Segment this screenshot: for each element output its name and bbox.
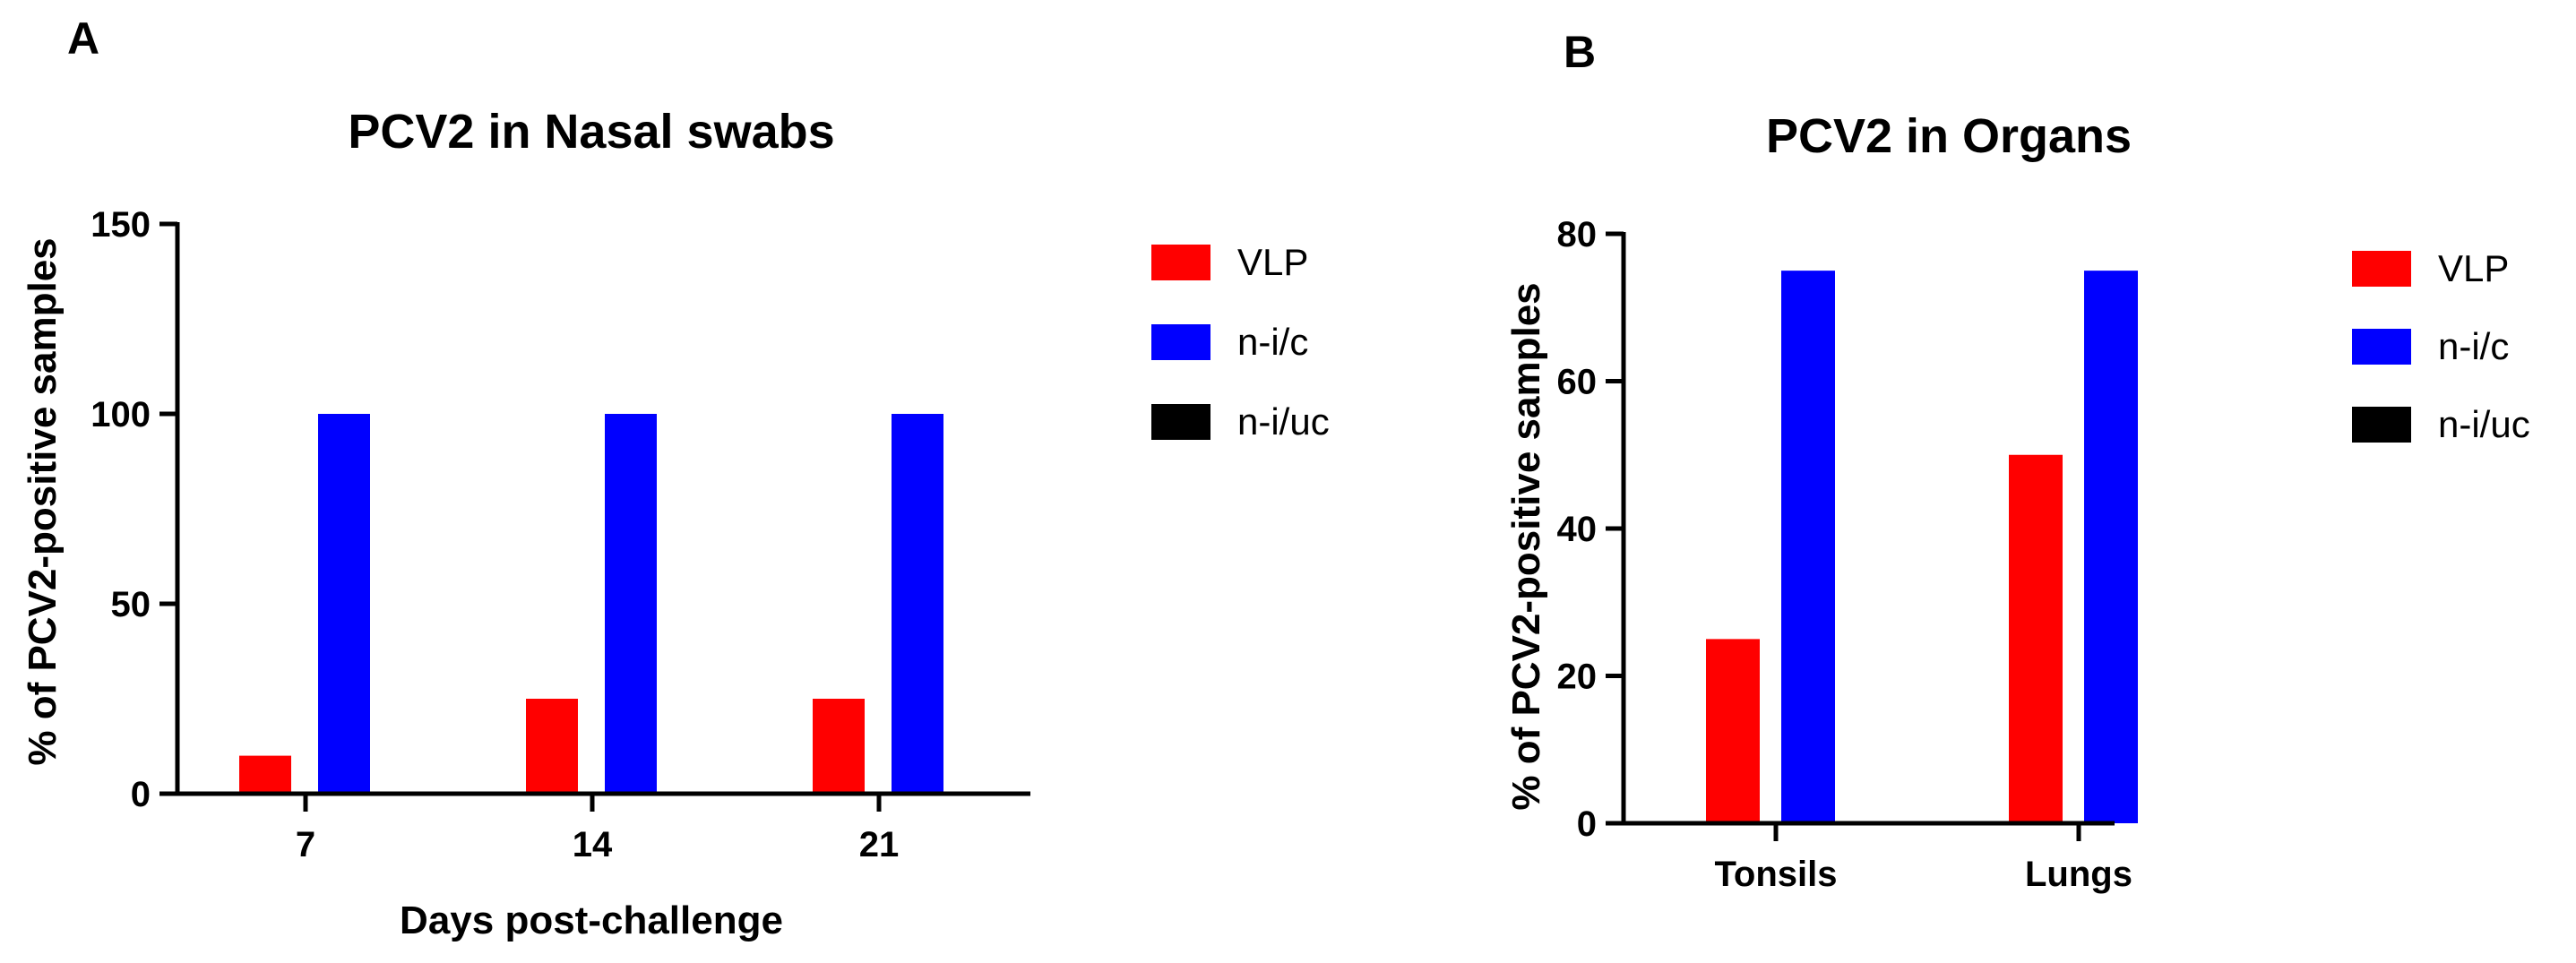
panel-b-y-tick-label: 80 (1557, 215, 1598, 254)
panel-b-bar-n-i-c-Tonsils (1781, 271, 1835, 823)
panel-a-bar-n-i-c-14 (605, 414, 657, 794)
panel-a-y-tick-label: 100 (90, 395, 151, 434)
panel-a-y-axis-label: % of PCV2-positive samples (21, 237, 65, 765)
panel-a-title: PCV2 in Nasal swabs (348, 105, 834, 159)
panel-a-y-tick-label: 0 (131, 775, 151, 814)
panel-a-legend-label-VLP: VLP (1237, 241, 1308, 283)
panel-a-bar-n-i-c-7 (318, 414, 370, 794)
panel-a-x-tick-label: 7 (296, 825, 315, 864)
panel-b-title: PCV2 in Organs (1766, 109, 2132, 163)
panel-b-y-axis-label: % of PCV2-positive samples (1504, 282, 1548, 810)
panel-a-bar-VLP-7 (239, 755, 291, 794)
panel-b-legend-swatch-n-i-c (2352, 329, 2411, 365)
panel-b-x-tick-label: Tonsils (1714, 855, 1837, 894)
panel-a-bar-n-i-c-21 (892, 414, 943, 794)
panel-a-plot-area: 0 50 100 150 7 14 21 (90, 205, 1030, 864)
panel-b-legend-label-n-i-uc: n-i/uc (2438, 403, 2530, 445)
panel-a-x-axis-label: Days post-challenge (400, 899, 783, 942)
panel-a-legend-label-n-i-c: n-i/c (1237, 321, 1308, 363)
panel-b-y-tick-label: 40 (1557, 510, 1598, 549)
panel-a-legend-swatch-VLP (1151, 245, 1210, 280)
panel-a-y-tick-label: 150 (90, 205, 151, 245)
panel-b-legend: VLP n-i/c n-i/uc (2352, 247, 2530, 445)
panel-a-x-tick-label: 21 (859, 825, 900, 864)
panel-b-x-tick-label: Lungs (2025, 855, 2132, 894)
panel-b-bar-n-i-c-Lungs (2084, 271, 2138, 823)
panel-b-legend-swatch-n-i-uc (2352, 407, 2411, 443)
panel-a-legend: VLP n-i/c n-i/uc (1151, 241, 1330, 443)
panel-b-y-tick-label: 0 (1577, 804, 1597, 844)
panel-a-bar-VLP-21 (813, 699, 865, 794)
panel-b-legend-label-n-i-c: n-i/c (2438, 325, 2509, 367)
panel-a-x-tick-label: 14 (573, 825, 613, 864)
panel-a-bar-VLP-14 (526, 699, 578, 794)
panel-b-legend-swatch-VLP (2352, 251, 2411, 287)
panel-b-y-tick-label: 20 (1557, 658, 1598, 697)
panel-b: B PCV2 in Organs % of PCV2-positive samp… (1504, 27, 2530, 894)
panel-b-letter: B (1564, 27, 1596, 77)
panel-a-legend-label-n-i-uc: n-i/uc (1237, 400, 1330, 443)
panel-b-bar-VLP-Lungs (2009, 454, 2063, 823)
panel-b-bar-VLP-Tonsils (1706, 639, 1760, 823)
panel-b-plot-area: 0 20 40 60 80 Tonsils Lungs (1557, 215, 2138, 894)
panel-b-y-tick-label: 60 (1557, 363, 1598, 402)
panel-a-letter: A (67, 13, 99, 64)
panel-a-legend-swatch-n-i-c (1151, 324, 1210, 360)
panel-b-legend-label-VLP: VLP (2438, 247, 2509, 289)
panel-a: A PCV2 in Nasal swabs Days post-challeng… (21, 13, 1330, 942)
panel-a-legend-swatch-n-i-uc (1151, 404, 1210, 440)
panel-a-y-tick-label: 50 (111, 585, 151, 624)
